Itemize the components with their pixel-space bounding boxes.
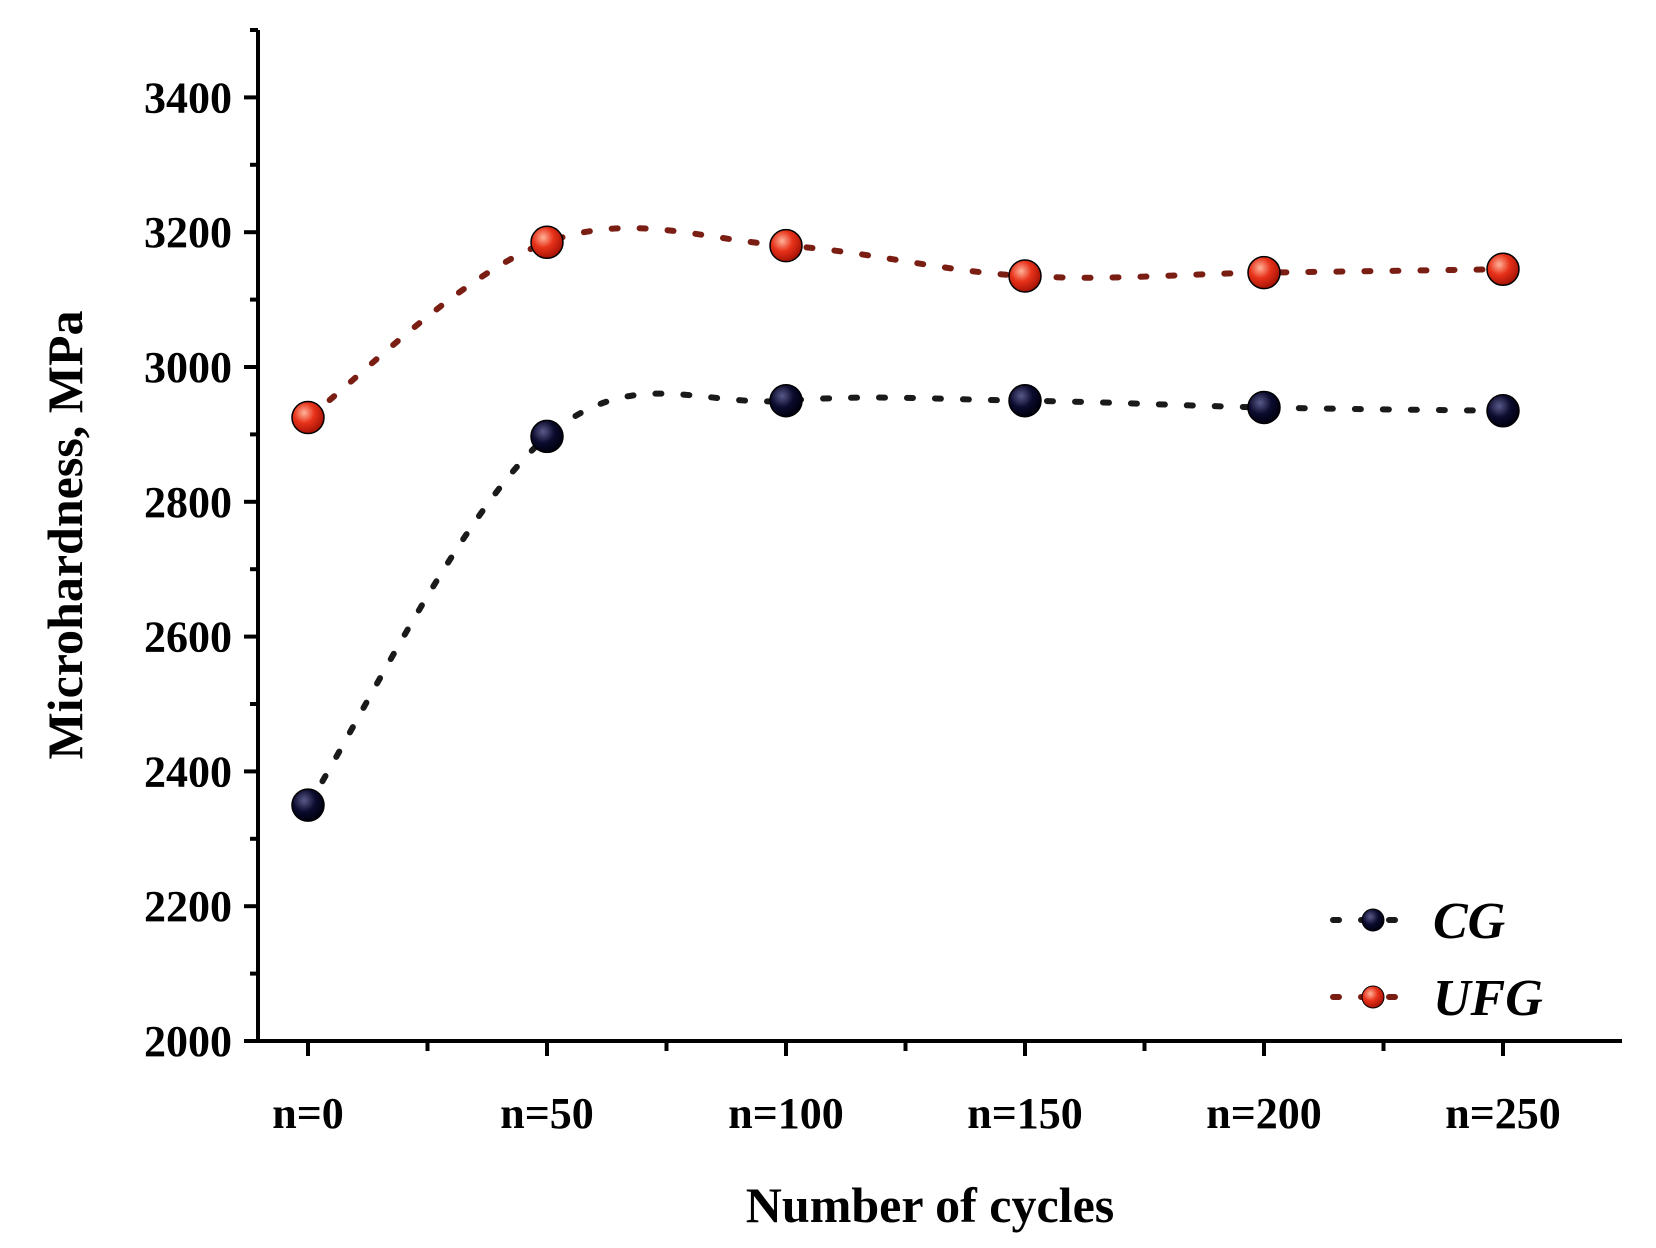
y-ticks: 2000 2200 2400 2600 2800 3000 3200 3400 [144, 28, 258, 1066]
data-point-ufg [530, 225, 564, 260]
y-tick-label: 2800 [144, 478, 232, 527]
data-point-cg [530, 419, 564, 454]
legend: CG UFG [1330, 893, 1543, 1027]
y-tick-label: 3400 [144, 73, 232, 122]
data-point-cg [1008, 383, 1042, 418]
data-point-cg [1486, 394, 1520, 428]
y-tick-label: 3200 [144, 208, 232, 257]
legend-item-cg: CG [1330, 893, 1505, 950]
data-point-ufg [1247, 255, 1281, 290]
data-point-cg [769, 383, 803, 418]
x-ticks: n=0 n=50 n=100 n=150 n=200 n=250 [272, 1041, 1561, 1138]
y-tick-label: 2400 [144, 747, 232, 796]
data-point-cg [291, 788, 325, 822]
y-tick-label: 2600 [144, 613, 232, 662]
x-tick-label: n=150 [967, 1089, 1083, 1138]
x-tick-label: n=100 [728, 1089, 844, 1138]
y-tick-label: 3000 [144, 343, 232, 392]
axes: 2000 2200 2400 2600 2800 3000 3200 3400 n=0 n=50… [144, 28, 1622, 1138]
legend-item-ufg: UFG [1330, 970, 1543, 1027]
x-tick-label: n=0 [272, 1089, 344, 1138]
series-lines [305, 225, 1506, 809]
data-point-ufg [1008, 259, 1042, 293]
x-tick-label: n=200 [1206, 1089, 1322, 1138]
y-tick-label: 2200 [144, 882, 232, 931]
legend-marker-sample [1361, 985, 1385, 1009]
x-tick-label: n=50 [500, 1089, 594, 1138]
data-point-cg [1247, 390, 1281, 425]
legend-label: CG [1433, 893, 1505, 950]
x-tick-label: n=250 [1445, 1089, 1561, 1138]
y-axis-title: Microhardness, MPa [37, 310, 93, 759]
x-axis-title: Number of cycles [746, 1177, 1114, 1233]
legend-label: UFG [1433, 970, 1543, 1027]
data-point-ufg [769, 228, 803, 263]
data-point-ufg [291, 400, 325, 435]
y-tick-label: 2000 [144, 1017, 232, 1066]
series-line-cg [305, 390, 1506, 809]
data-point-ufg [1486, 252, 1520, 287]
series-line-ufg [305, 225, 1506, 421]
legend-marker-sample [1361, 908, 1385, 932]
series-markers [291, 225, 1520, 822]
